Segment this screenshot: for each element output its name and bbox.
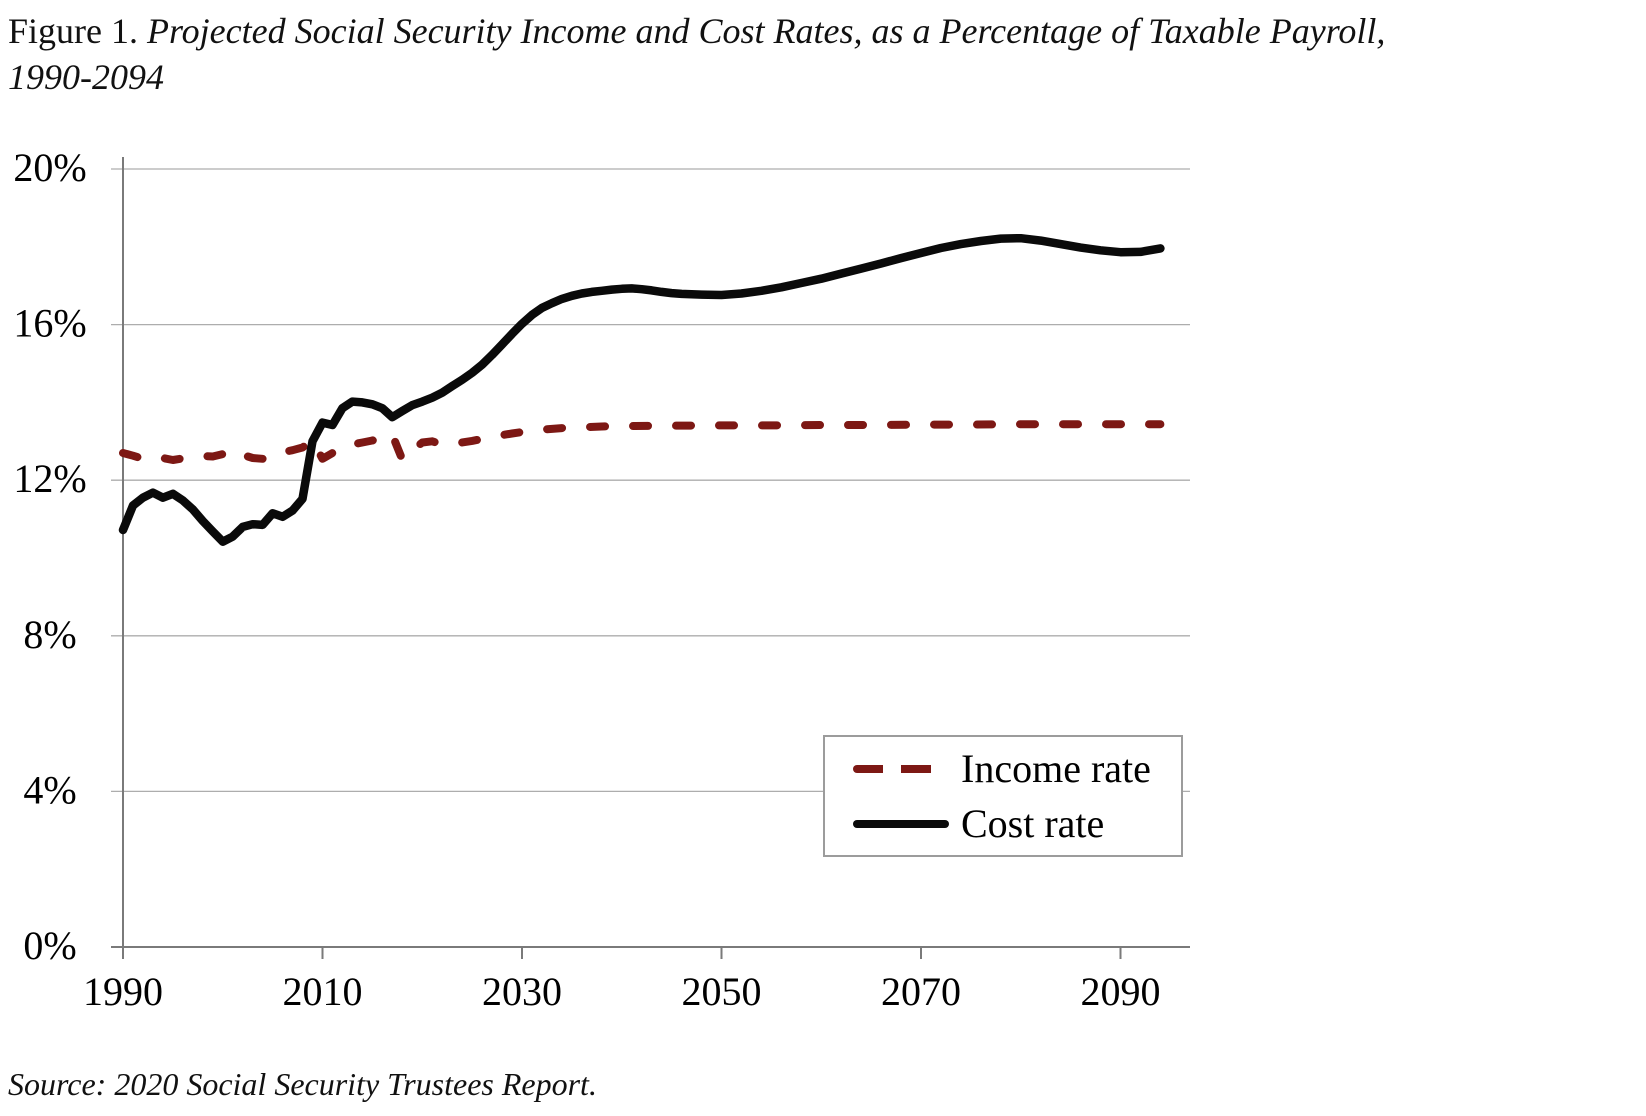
svg-text:8%: 8%: [23, 612, 76, 657]
source-note: Source: 2020 Social Security Trustees Re…: [8, 1066, 597, 1102]
legend-item-cost: Cost rate: [853, 798, 1181, 850]
figure-title: Figure 1. Projected Social Security Inco…: [8, 8, 1608, 100]
svg-text:2070: 2070: [881, 969, 961, 1014]
legend-item-income: Income rate: [853, 743, 1181, 795]
x-axis-labels: 1990 2010 2030 2050 2070 2090: [83, 969, 1161, 1014]
svg-text:16%: 16%: [13, 301, 86, 346]
svg-text:2050: 2050: [682, 969, 762, 1014]
cost-rate-line: [118, 233, 1165, 546]
axes: [111, 157, 1190, 959]
svg-text:4%: 4%: [23, 767, 76, 812]
svg-text:1990: 1990: [83, 969, 163, 1014]
cost-rate-line-sample: [853, 819, 949, 828]
figure-title-line2: 1990-2094: [8, 57, 164, 97]
svg-text:0%: 0%: [23, 923, 76, 968]
svg-text:2030: 2030: [482, 969, 562, 1014]
gridlines: [111, 168, 1190, 793]
figure-title-line1: Figure 1. Projected Social Security Inco…: [8, 8, 1608, 54]
svg-text:2090: 2090: [1081, 969, 1161, 1014]
y-axis-labels: 0% 4% 8% 12% 16% 20%: [13, 145, 86, 968]
legend-label-income: Income rate: [961, 746, 1151, 791]
income-rate-line-sample: [853, 764, 949, 773]
svg-text:20%: 20%: [13, 145, 86, 190]
legend-label-cost: Cost rate: [961, 801, 1105, 846]
svg-text:12%: 12%: [13, 456, 86, 501]
data-series: [118, 233, 1165, 546]
figure-title-text: Projected Social Security Income and Cos…: [147, 11, 1386, 51]
figure-number-label: Figure 1.: [8, 11, 147, 51]
legend: Income rate Cost rate: [823, 735, 1183, 857]
svg-text:2010: 2010: [283, 969, 363, 1014]
income-rate-line: [119, 420, 1165, 464]
